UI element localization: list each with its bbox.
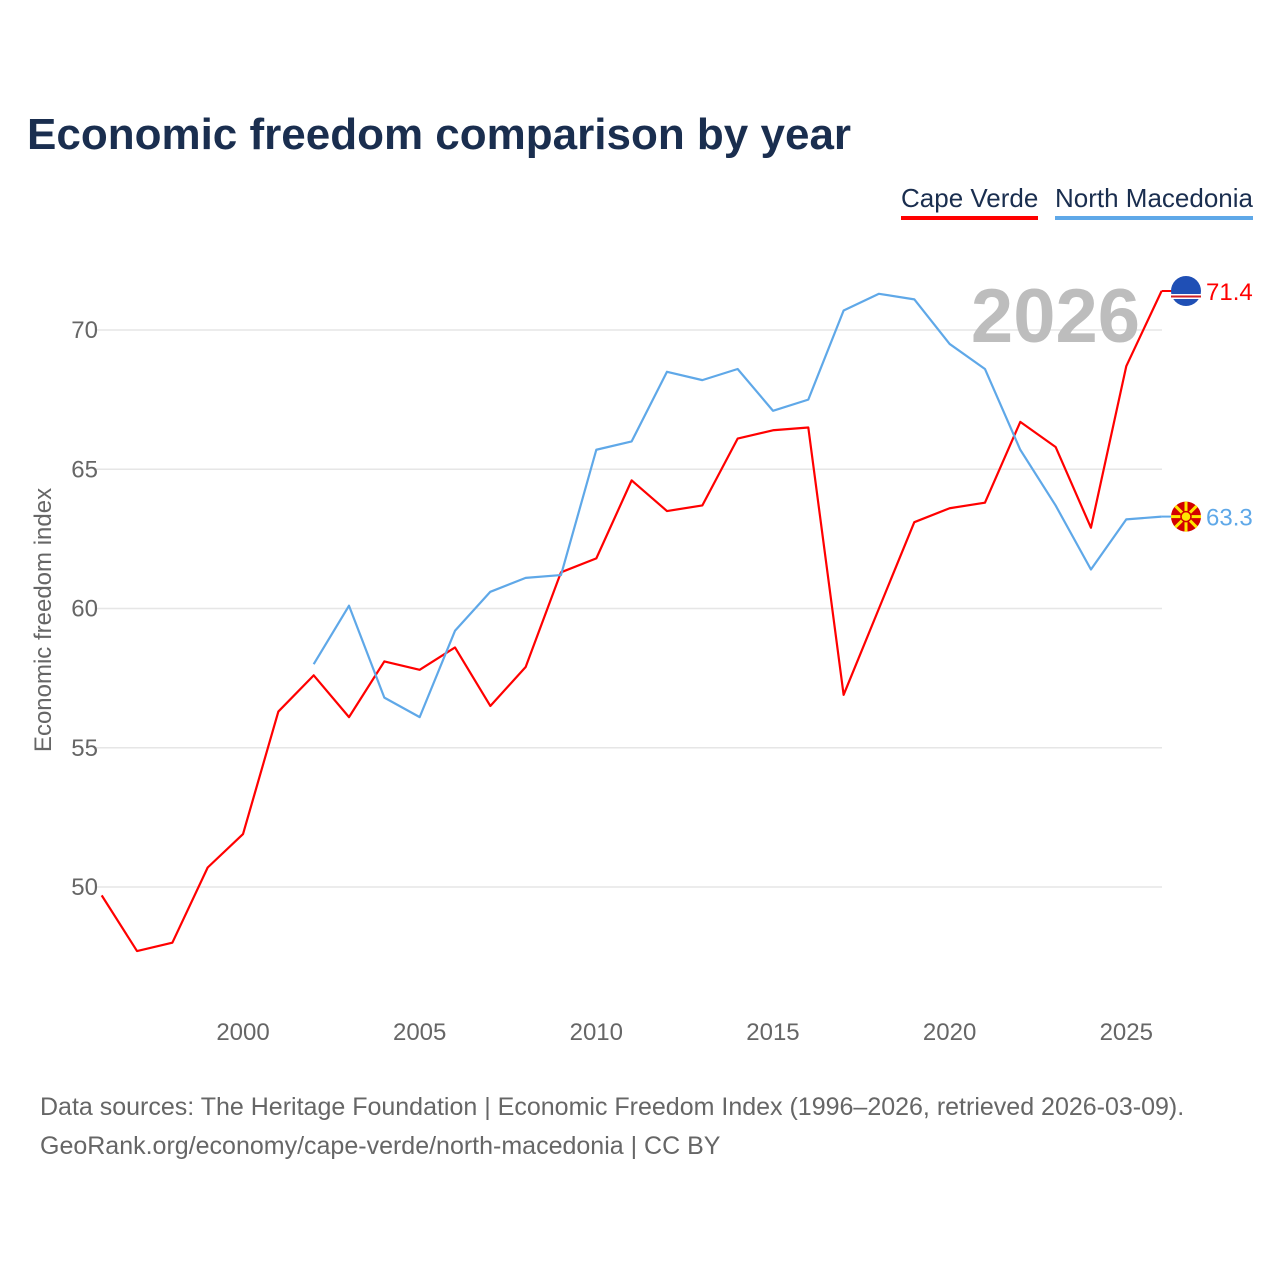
y-tick-label: 65 [71,456,98,483]
x-tick-label: 2020 [923,1019,976,1046]
y-axis-label: Economic freedom index [30,488,57,752]
legend-north-macedonia[interactable]: North Macedonia [1055,183,1253,220]
y-tick-label: 50 [71,874,98,901]
chart-title: Economic freedom comparison by year [27,110,852,159]
end-value-label: 63.3 [1206,505,1253,532]
y-tick-label: 70 [71,317,98,344]
flag-sun [1180,510,1192,523]
x-tick-label: 2010 [570,1019,623,1046]
year-watermark: 2026 [971,274,1140,359]
north-macedonia-flag-icon [1171,501,1201,532]
footer-sources: Data sources: The Heritage Foundation | … [40,1093,1185,1121]
cape-verde-flag-icon [1171,276,1201,307]
x-tick-label: 2025 [1100,1019,1153,1046]
x-tick-label: 2000 [216,1019,269,1046]
footer: Data sources: The Heritage Foundation | … [40,1088,1184,1166]
y-tick-label: 55 [71,735,98,762]
end-value-label: 71.4 [1206,279,1253,306]
series-line-north-macedonia [312,292,1162,719]
flag-stripe [1171,295,1201,298]
y-tick-label: 60 [71,596,98,623]
x-tick-label: 2015 [746,1019,799,1046]
footer-link[interactable]: GeoRank.org/economy/cape-verde/north-mac… [40,1132,721,1160]
flag-bg [1171,276,1201,307]
x-tick-label: 2005 [393,1019,446,1046]
legend-cape-verde[interactable]: Cape Verde [901,183,1039,220]
series-line-cape-verde [100,290,1163,953]
